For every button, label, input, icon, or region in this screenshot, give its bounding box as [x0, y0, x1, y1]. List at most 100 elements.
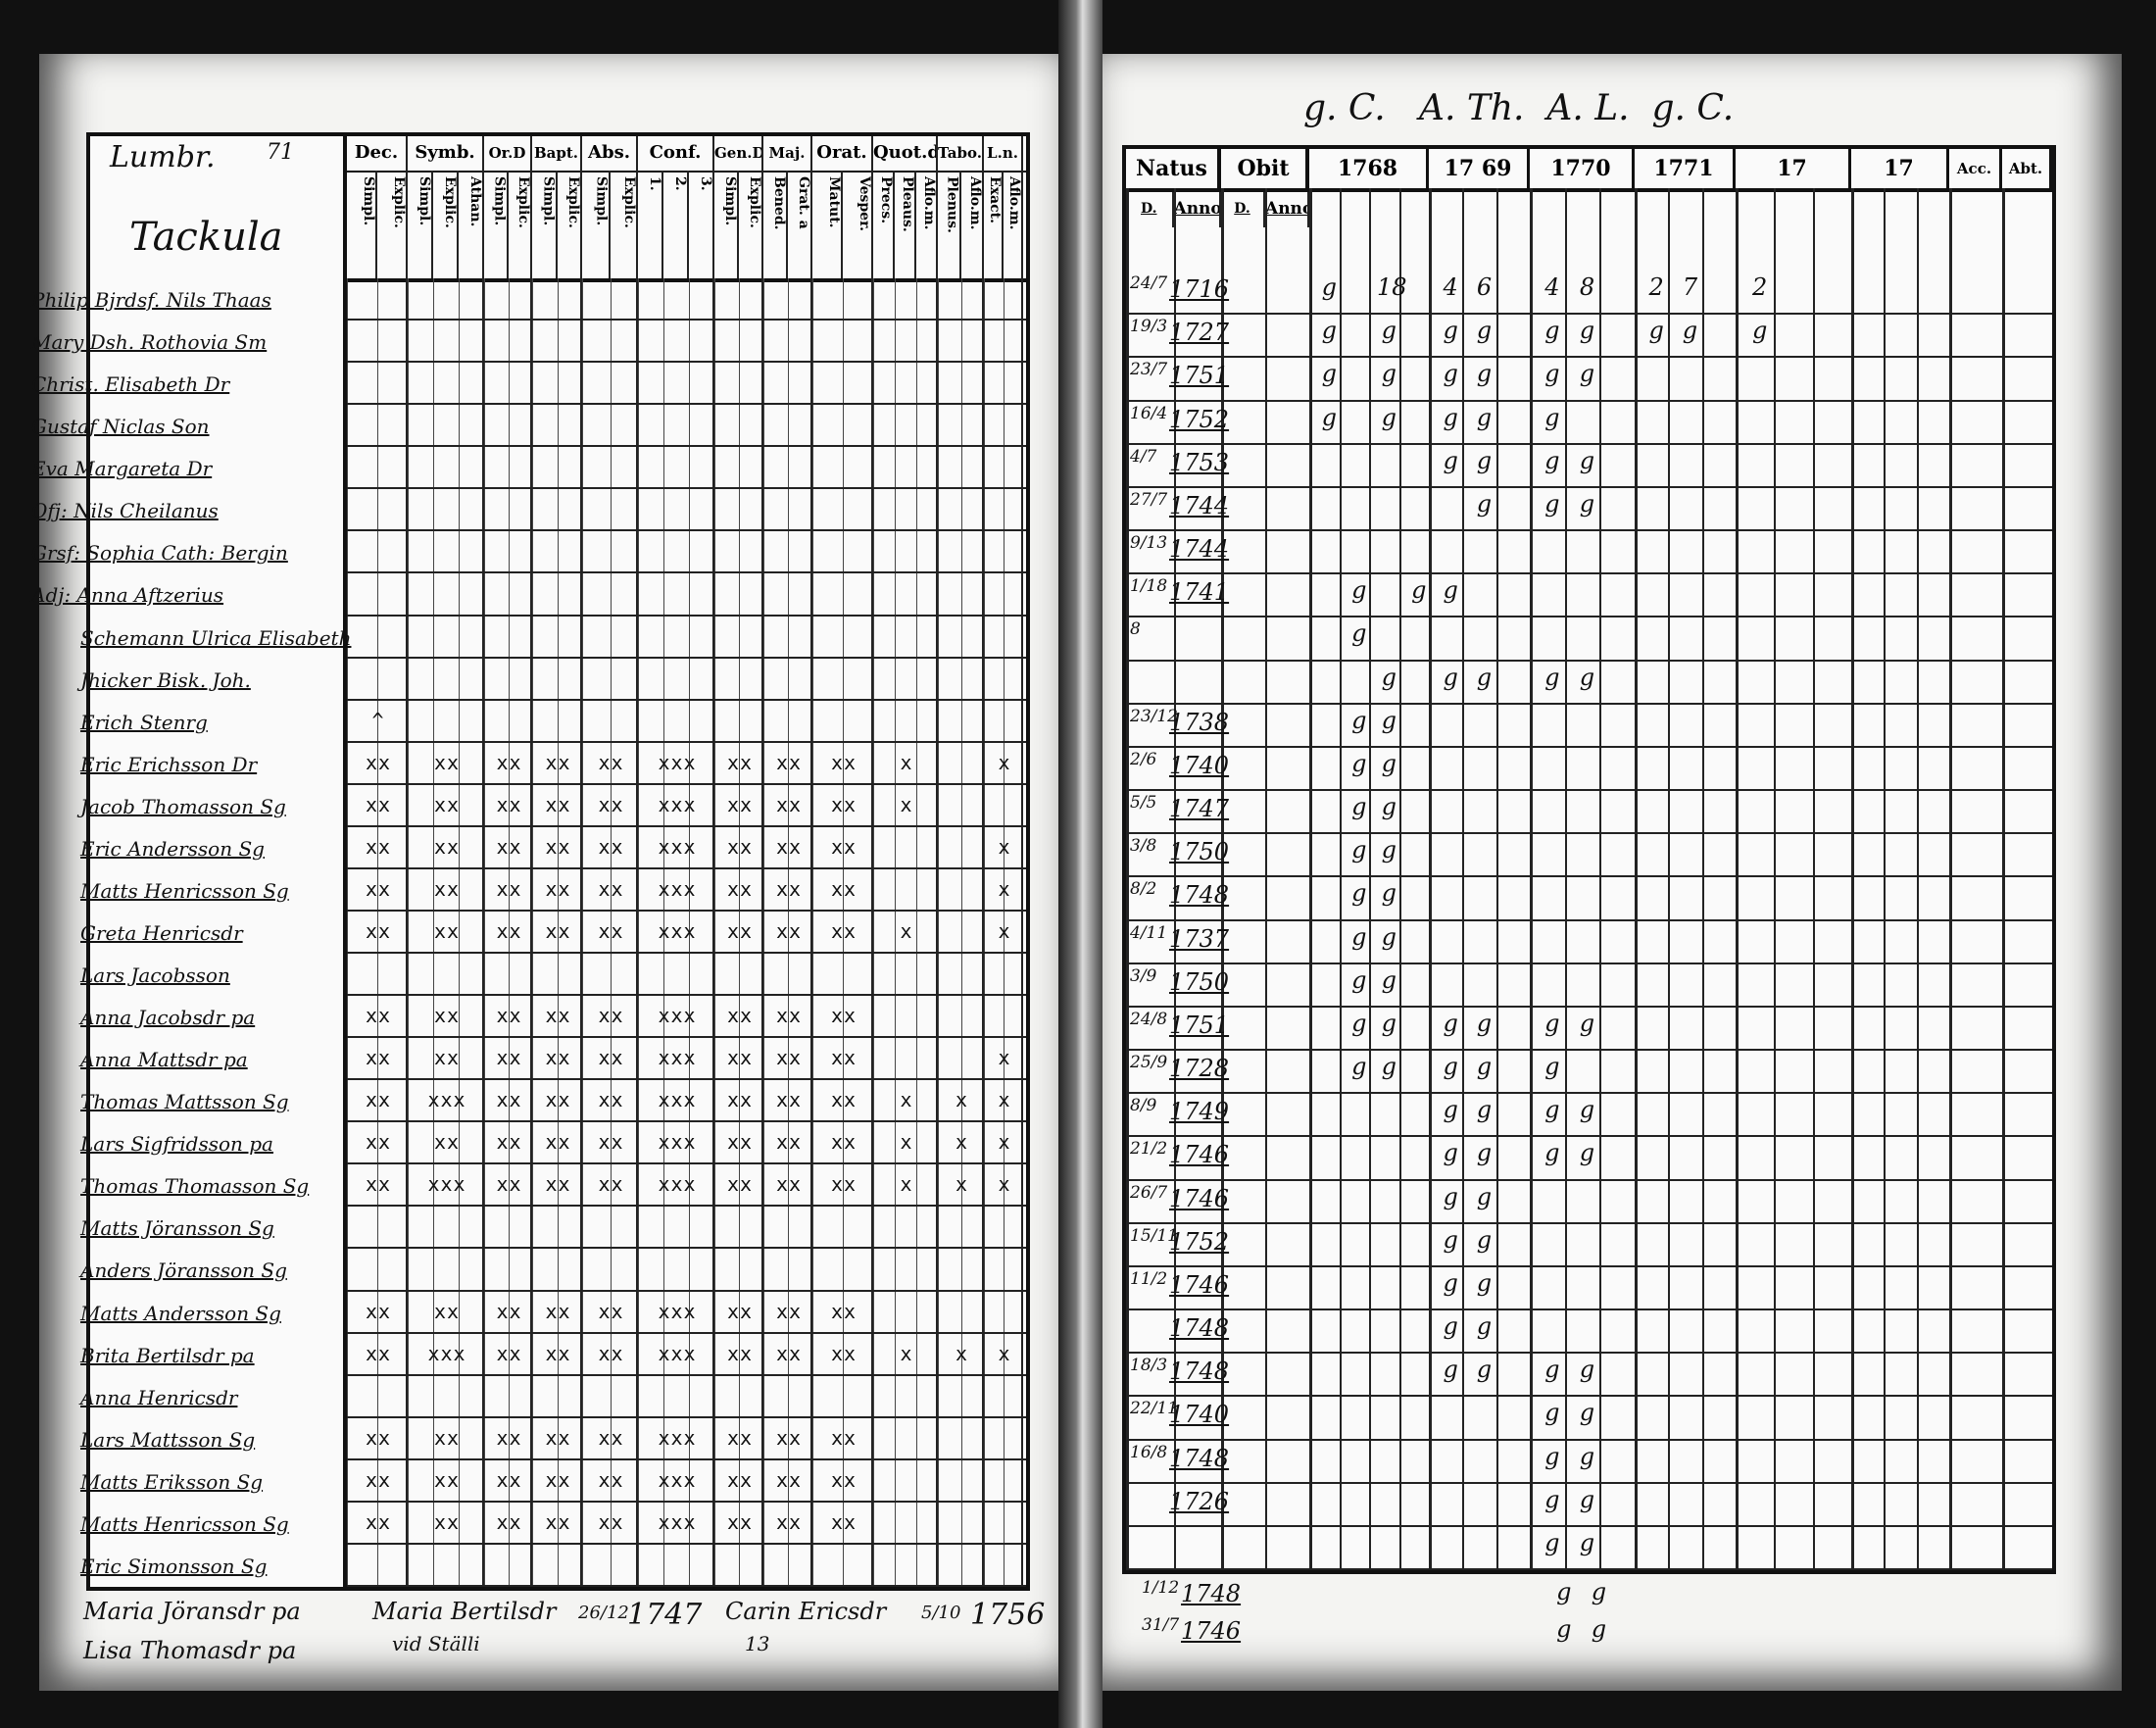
- register-mark: g: [1443, 1268, 1458, 1297]
- column-sub-header: Athan.: [459, 171, 484, 278]
- communion-mark: xx: [433, 1467, 461, 1492]
- communion-mark: xx: [545, 1467, 571, 1492]
- communion-mark: xx: [545, 918, 571, 943]
- communion-mark: xx: [775, 1088, 803, 1112]
- column-group-header: Abs.: [582, 136, 638, 171]
- natus-day: 27/7: [1130, 489, 1168, 510]
- natus-day: 24/8: [1130, 1009, 1168, 1029]
- column-rule: [1173, 188, 1176, 1570]
- communion-mark: xx: [726, 1004, 754, 1028]
- register-mark: 2: [1648, 273, 1664, 301]
- register-mark: g: [1579, 317, 1595, 345]
- communion-mark: xx: [433, 1509, 461, 1534]
- register-mark: g: [1443, 663, 1458, 691]
- communion-mark: xx: [830, 1172, 858, 1197]
- communion-mark: xx: [433, 792, 461, 816]
- communion-mark: xx: [726, 1509, 754, 1534]
- communion-mark: xx: [726, 1467, 754, 1492]
- communion-mark: xx: [433, 834, 461, 859]
- footer-note-name: Maria Bertilsdr: [372, 1598, 557, 1625]
- column-rule: [1916, 188, 1919, 1570]
- natus-day: 22/11: [1130, 1399, 1178, 1419]
- register-mark: g: [1476, 1268, 1493, 1297]
- register-mark: g: [1351, 793, 1367, 820]
- communion-mark: xxx: [427, 1341, 466, 1365]
- column-rule: [938, 278, 939, 1587]
- communion-mark: xx: [545, 792, 571, 816]
- register-mark: g: [1751, 317, 1768, 345]
- communion-mark: xxx: [658, 1425, 697, 1450]
- column-rule: [763, 278, 764, 1587]
- column-sub-header: Precs.: [873, 171, 895, 278]
- register-mark: g: [1351, 619, 1367, 648]
- column-sub-header: Plenus.: [938, 171, 961, 278]
- communion-mark: xx: [598, 1004, 624, 1028]
- row-rule: [1126, 1395, 2052, 1398]
- communion-mark: xxx: [427, 1088, 466, 1112]
- communion-mark: x: [998, 1172, 1011, 1197]
- column-sub-header: Bened.: [763, 171, 788, 278]
- column-group-header: Tabo.: [938, 136, 984, 171]
- communion-mark: xx: [545, 876, 571, 901]
- register-mark: 4: [1443, 273, 1458, 301]
- row-rule: [347, 1373, 1026, 1376]
- natus-year: 1749: [1169, 1098, 1230, 1126]
- register-mark: 8: [1579, 273, 1595, 301]
- column-sub-header: Aflo.m.: [1004, 171, 1023, 278]
- communion-mark: xx: [433, 1130, 461, 1155]
- register-mark: g: [1443, 1312, 1458, 1340]
- register-mark: g: [1544, 1399, 1560, 1427]
- register-mark: g: [1579, 489, 1595, 518]
- column-rule: [1309, 188, 1312, 1570]
- column-sub-header: Aflo.m.: [916, 171, 938, 278]
- communion-mark: xx: [726, 750, 754, 774]
- column-group-rule: [530, 136, 532, 1587]
- communion-mark: x: [900, 1341, 913, 1365]
- column-rule: [739, 278, 740, 1587]
- person-name: Matts Henricsson Sg: [80, 1511, 289, 1536]
- communion-mark: x: [998, 918, 1011, 943]
- row-rule: [1126, 572, 2052, 575]
- register-mark: g: [1443, 576, 1458, 605]
- register-mark: g: [1476, 1009, 1493, 1037]
- communion-mark: xx: [598, 1425, 624, 1450]
- communion-mark: xx: [726, 834, 754, 859]
- communion-mark: xx: [496, 1425, 522, 1450]
- communion-mark: xx: [775, 792, 803, 816]
- register-mark: g: [1476, 446, 1493, 474]
- natus-day: 3/9: [1130, 965, 1157, 986]
- person-name: Thomas Thomasson Sg: [80, 1174, 310, 1199]
- communion-mark: xxx: [658, 1509, 697, 1534]
- row-rule: [1126, 1308, 2052, 1310]
- register-mark: g: [1321, 317, 1337, 345]
- communion-mark: xx: [775, 750, 803, 774]
- register-mark: g: [1476, 317, 1493, 345]
- communion-mark: xx: [775, 1004, 803, 1028]
- column-rule: [582, 278, 583, 1587]
- column-rule: [557, 278, 559, 1587]
- column-sub-header: Simpl.: [582, 171, 611, 278]
- register-mark: g: [1579, 1485, 1595, 1513]
- communion-mark: xx: [433, 918, 461, 943]
- person-name: Eric Simonsson Sg: [80, 1554, 268, 1578]
- communion-mark: xx: [598, 1467, 624, 1492]
- register-mark: g: [1544, 489, 1560, 518]
- person-name: Mary Dsh. Rothovia Sm: [31, 330, 268, 355]
- person-name: Eric Andersson Sg: [80, 836, 265, 861]
- header-divider: [1126, 188, 2052, 192]
- footer-note-place: 13: [745, 1632, 770, 1655]
- communion-mark: xx: [775, 1467, 803, 1492]
- register-mark: g: [1544, 360, 1560, 388]
- column-rule: [408, 278, 409, 1587]
- column-group-rule: [761, 136, 763, 1587]
- person-name: Matts Henricsson Sg: [80, 878, 289, 903]
- communion-mark: xx: [830, 918, 858, 943]
- person-name: Thomas Mattsson Sg: [80, 1090, 289, 1114]
- natus-year: 1740: [1169, 751, 1230, 779]
- natus-year: 1726: [1169, 1487, 1230, 1515]
- register-mark: g: [1443, 1053, 1458, 1080]
- communion-mark: xx: [433, 1299, 461, 1323]
- row-rule: [1126, 1005, 2052, 1008]
- column-sub-header: Aflo.m.: [961, 171, 984, 278]
- person-name: Lars Mattsson Sg: [80, 1427, 256, 1452]
